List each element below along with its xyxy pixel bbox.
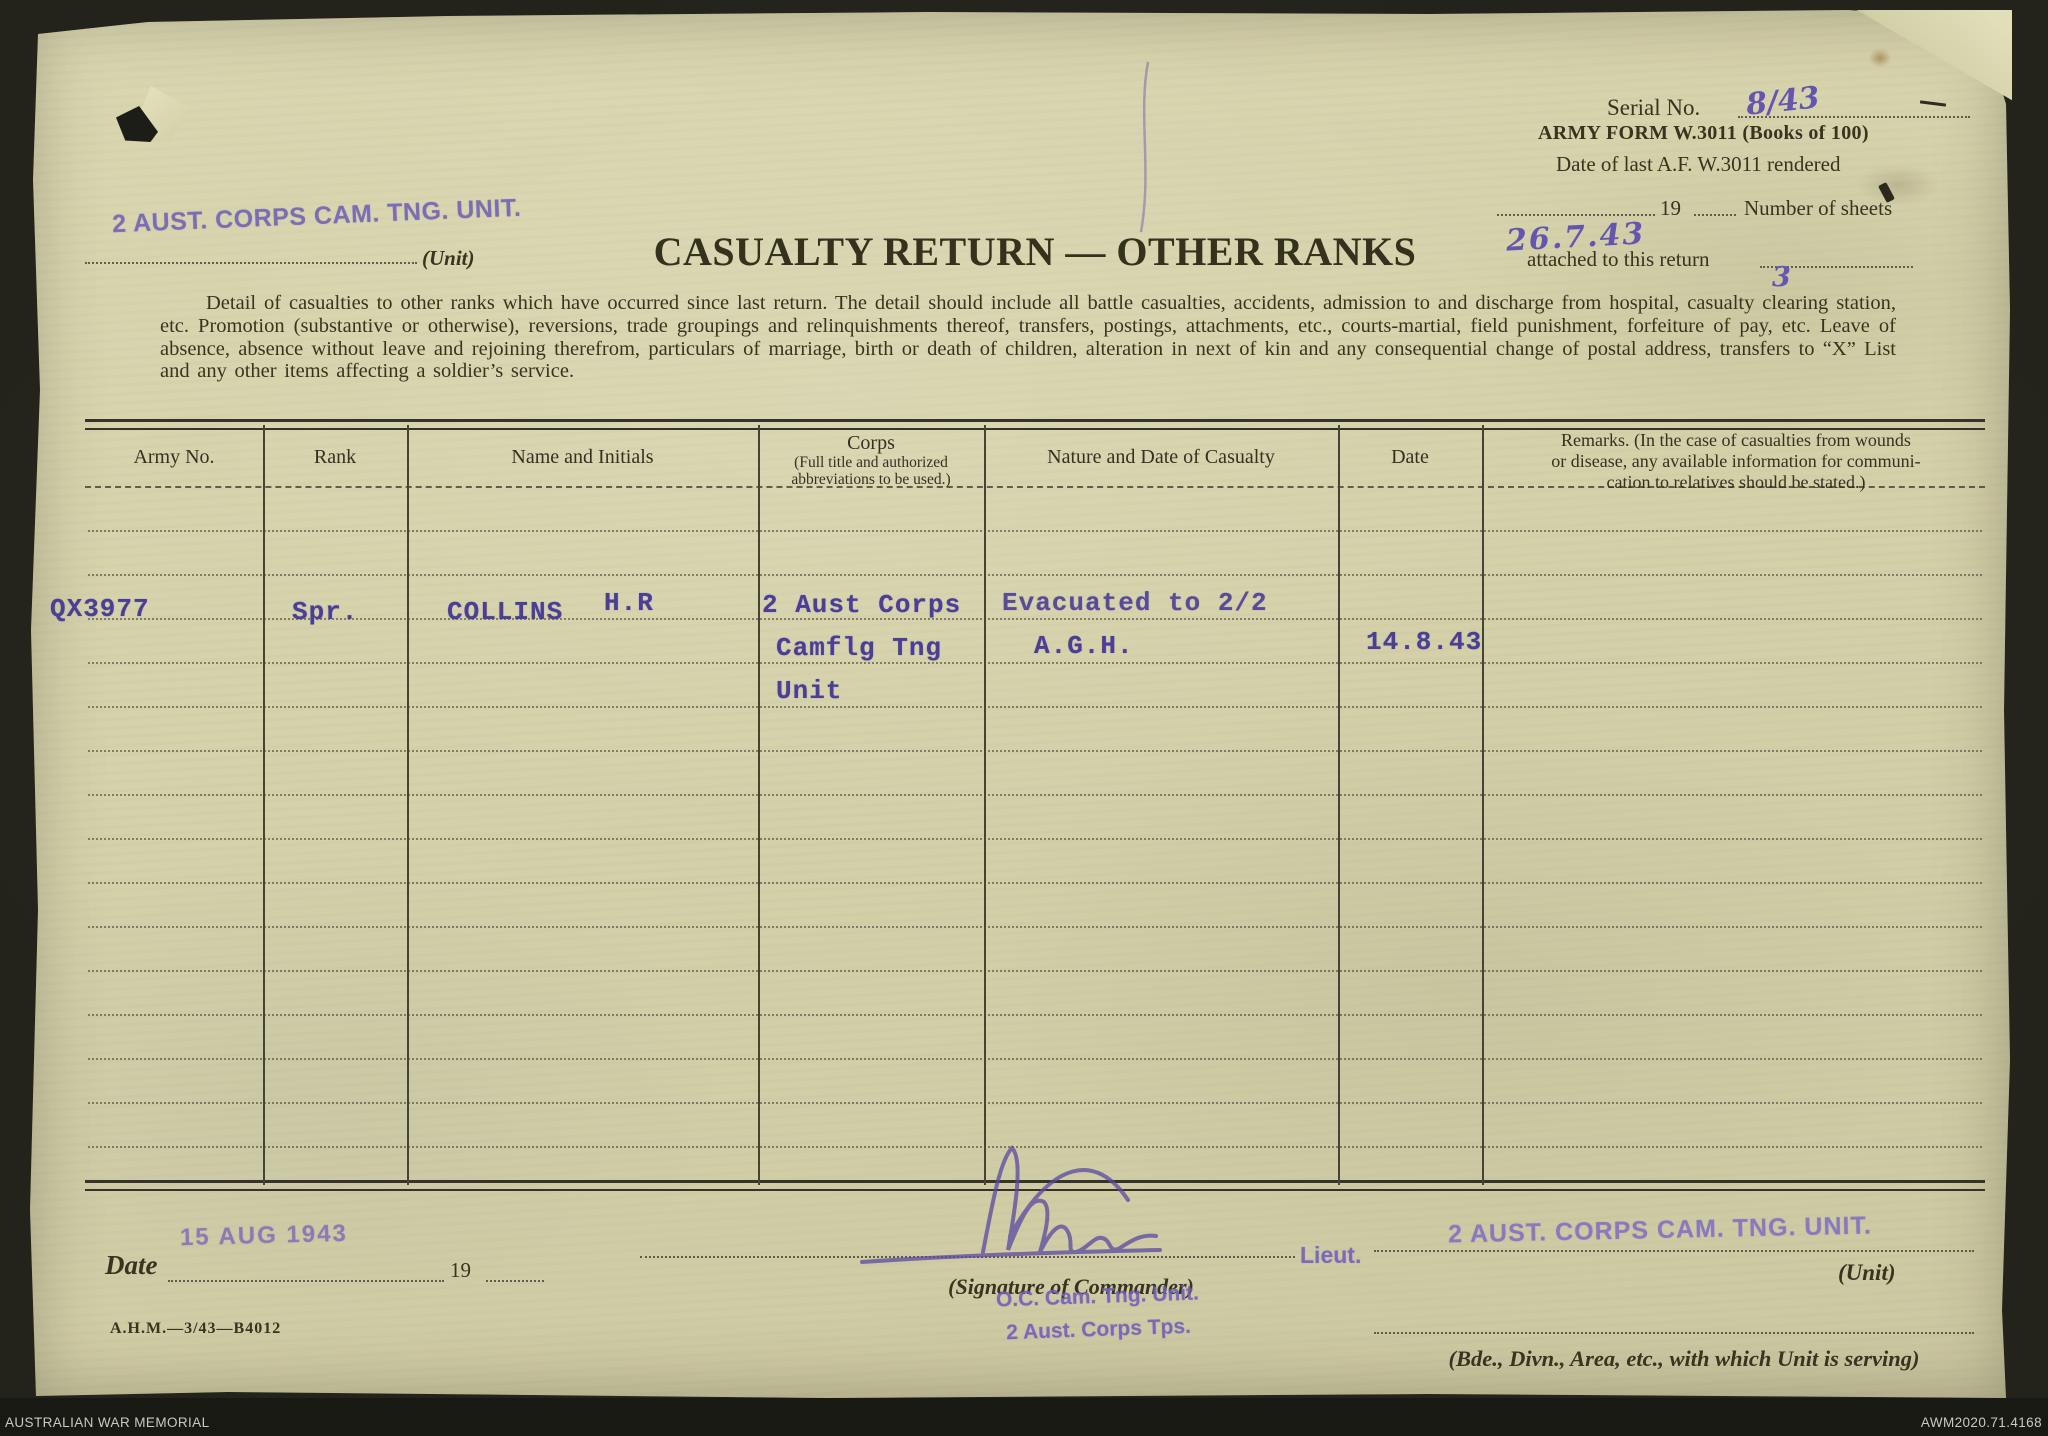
attached-count-handwritten: 3: [1772, 262, 1791, 293]
signature-caption: (Signature of Commander): [948, 1274, 1194, 1299]
table-top-rule: [85, 419, 1985, 430]
entry-surname: COLLINS: [447, 597, 564, 627]
date-stamp-impression: 15 AUG 1943: [179, 1219, 349, 1252]
serial-dotted-line: [1738, 116, 1970, 118]
entry-corps-line2: Camflg Tng: [776, 633, 943, 663]
footer-year-prefix: 19: [450, 1258, 471, 1282]
column-divider: [1338, 425, 1340, 1185]
date-dotted-line: [168, 1280, 444, 1282]
entry-casualty-date: 14.8.43: [1366, 627, 1483, 657]
archive-strip: [0, 1398, 2048, 1436]
col-header-nature: Nature and Date of Casualty: [1047, 446, 1275, 468]
table-row-line: [88, 794, 1982, 796]
table-row-line: [88, 1102, 1982, 1104]
archive-accession-number: AWM2020.71.4168: [1920, 1415, 2042, 1430]
col-header-army-no: Army No.: [133, 446, 215, 468]
entry-rank: Spr.: [292, 597, 359, 627]
year-prefix: 19: [1660, 196, 1681, 220]
signature-dotted-line: [640, 1256, 1295, 1258]
archive-name: AUSTRALIAN WAR MEMORIAL: [5, 1415, 210, 1430]
table-row-line: [88, 1014, 1982, 1016]
column-divider: [758, 425, 760, 1185]
instructions-paragraph: Detail of casualties to other ranks whic…: [160, 292, 1896, 383]
column-divider: [1482, 425, 1484, 1185]
entry-nature-line1: Evacuated to 2/2: [1002, 588, 1268, 618]
table-row-line: [88, 662, 1982, 664]
entry-corps-line3: Unit: [776, 676, 843, 706]
entry-army-no: QX3977: [50, 594, 150, 624]
column-divider: [263, 425, 265, 1185]
year-dotted-line: [1694, 214, 1736, 216]
entry-corps-line1: 2 Aust Corps: [762, 590, 962, 620]
unit-dotted-line: [85, 262, 417, 264]
date-of-last-rendered-label: Date of last A.F. W.3011 rendered: [1556, 152, 1841, 176]
army-form-line: ARMY FORM W.3011 (Books of 100): [1538, 122, 1869, 144]
number-of-sheets-label: Number of sheets: [1744, 196, 1893, 220]
corps-label: Corps: [847, 432, 895, 454]
col-header-remarks: Remarks. (In the case of casualties from…: [1490, 430, 1982, 493]
attached-to-return-label: attached to this return: [1527, 247, 1710, 271]
col-header-rank: Rank: [313, 446, 357, 468]
unit-caption: (Unit): [422, 246, 475, 270]
col-header-name: Name and Initials: [511, 446, 654, 468]
table-row-line: [88, 574, 1982, 576]
rendered-date-dotted-line: [1497, 214, 1655, 216]
column-divider: [407, 425, 409, 1185]
col-header-corps: Corps (Full title and authorized abbrevi…: [758, 432, 984, 488]
column-divider: [984, 425, 986, 1185]
unit-footer-dotted-line: [1374, 1250, 1974, 1252]
entry-initials: H.R: [604, 588, 654, 618]
table-row-line: [88, 618, 1982, 620]
form-title: CASUALTY RETURN — OTHER RANKS: [653, 229, 1417, 274]
table-row-line: [88, 750, 1982, 752]
table-row-line: [88, 1146, 1982, 1148]
entry-nature-line2: A.G.H.: [1034, 631, 1134, 661]
header-separator-rule: [85, 486, 1985, 488]
col-header-date: Date: [1391, 446, 1429, 468]
table-row-line: [88, 838, 1982, 840]
attached-dotted-line: [1760, 266, 1913, 268]
remarks-line1: Remarks. (In the case of casualties from…: [1561, 430, 1911, 450]
table-row-line: [88, 882, 1982, 884]
table-row-line: [88, 970, 1982, 972]
table-row-line: [88, 926, 1982, 928]
signer-rank-stamp: Lieut.: [1300, 1242, 1362, 1268]
date-label: Date: [105, 1250, 158, 1280]
table-row-line: [88, 706, 1982, 708]
bde-dotted-line: [1374, 1332, 1974, 1334]
table-row-line: [88, 1058, 1982, 1060]
remarks-line3: cation to relatives should be stated.): [1606, 472, 1866, 492]
table-bottom-rule: [85, 1180, 1985, 1191]
table-row-line: [88, 530, 1982, 532]
oc-unit-stamp: O.C. Cam. Tng. Unit. 2 Aust. Corps Tps.: [961, 1275, 1235, 1350]
unit-footer-caption: (Unit): [1838, 1260, 1896, 1285]
corps-sub-line1: (Full title and authorized: [794, 454, 948, 471]
remarks-line2: or disease, any available information fo…: [1551, 451, 1921, 471]
print-code: A.H.M.—3/43—B4012: [110, 1320, 282, 1337]
bde-caption: (Bde., Divn., Area, etc., with which Uni…: [1448, 1346, 1920, 1371]
corps-sub-line2: abbreviations to be used.): [791, 471, 951, 488]
footer-year-dotted-line: [486, 1280, 544, 1282]
serial-no-label: Serial No.: [1607, 95, 1701, 120]
